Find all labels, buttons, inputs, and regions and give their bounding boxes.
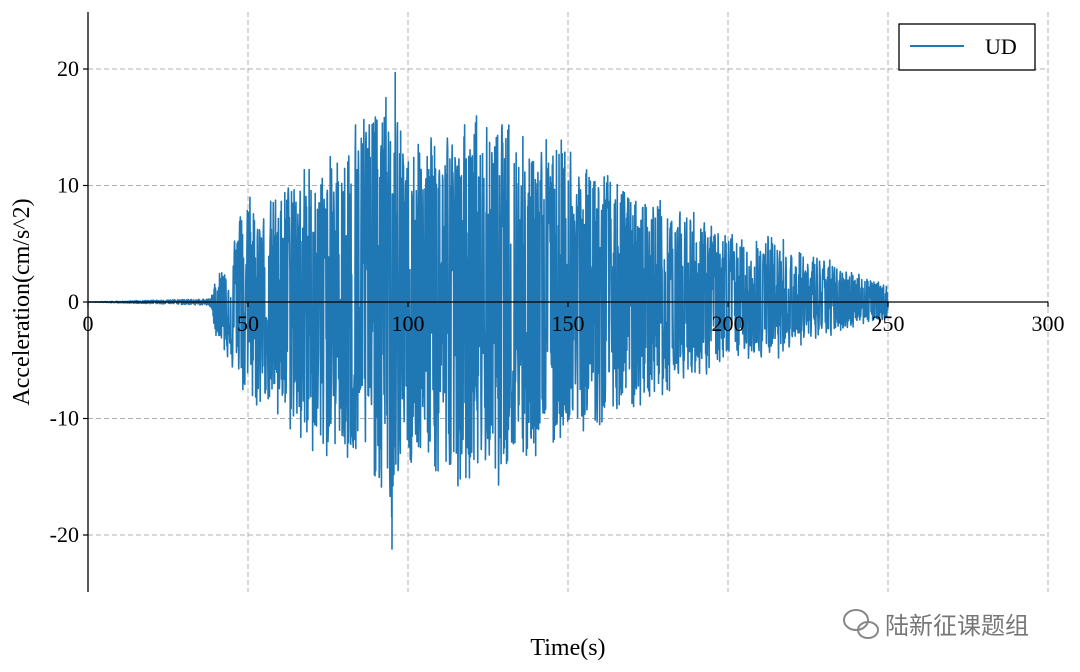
watermark: 陆新征课题组 <box>843 609 1029 640</box>
x-tick-label-2: 100 <box>392 311 425 336</box>
x-tick-label-3: 150 <box>552 311 585 336</box>
wechat-icon <box>843 609 879 639</box>
x-ticks: 0 50 100 150 200 250 300 <box>83 302 1065 336</box>
series-line-ud <box>87 71 889 550</box>
x-tick-label-0: 0 <box>83 311 94 336</box>
y-ticks: -20 -10 0 10 20 <box>50 56 88 547</box>
legend: UD <box>898 23 1036 71</box>
y-tick-label-3: 10 <box>57 173 79 198</box>
x-axis-title: Time(s) <box>530 635 605 661</box>
series-layer <box>87 71 889 550</box>
x-tick-label-4: 200 <box>712 311 745 336</box>
x-tick-label-1: 50 <box>237 311 259 336</box>
y-axis-title: Acceleration(cm/s^2) <box>9 198 35 405</box>
y-tick-label-1: -10 <box>50 406 79 431</box>
x-tick-label-6: 300 <box>1032 311 1065 336</box>
watermark-text: 陆新征课题组 <box>885 612 1029 640</box>
y-tick-label-4: 20 <box>57 56 79 81</box>
y-tick-label-2: 0 <box>68 289 79 314</box>
x-tick-label-5: 250 <box>872 311 905 336</box>
y-tick-label-0: -20 <box>50 522 79 547</box>
legend-label-ud: UD <box>985 34 1017 59</box>
